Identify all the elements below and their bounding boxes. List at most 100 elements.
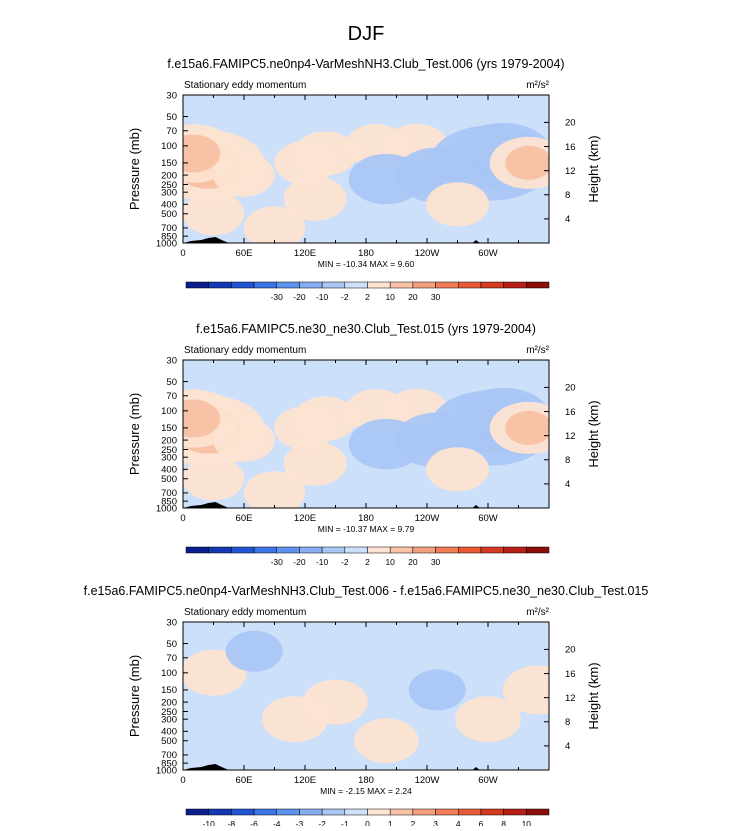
colorbar-label: -20 (293, 292, 306, 302)
y-tick-label: 30 (166, 617, 177, 628)
field-contour (183, 399, 221, 438)
colorbar-swatch (526, 546, 550, 554)
height-tick-label: 16 (565, 407, 576, 418)
field-contour (183, 192, 245, 236)
colorbar-swatch (367, 281, 391, 289)
y-tick-label: 400 (161, 200, 177, 211)
colorbar-swatch (526, 281, 550, 289)
colorbar-swatch (208, 546, 232, 554)
height-tick-label: 12 (565, 431, 576, 442)
field-contour (354, 718, 419, 764)
colorbar-swatch (367, 546, 391, 554)
y-tick-label: 700 (161, 488, 177, 499)
colorbar-swatch (503, 281, 527, 289)
colorbar-label: 4 (456, 819, 461, 826)
colorbar-label: 10 (522, 819, 532, 826)
colorbar-swatch (412, 281, 436, 289)
colorbar-label: -10 (316, 292, 329, 302)
field-contour (502, 665, 549, 715)
y-tick-label: 30 (166, 90, 177, 101)
y-tick-label: 100 (161, 141, 177, 152)
height-tick-label: 20 (565, 118, 576, 129)
x-tick-label: 0 (180, 513, 185, 524)
colorbar-swatch (276, 281, 300, 289)
field-contour (348, 418, 424, 470)
field-contour (455, 696, 521, 743)
colorbar-swatch (253, 808, 277, 816)
colorbar-label: 6 (479, 819, 484, 826)
colorbar-label: 0 (365, 819, 370, 826)
panels: f.e15a6.FAMIPC5.ne0np4-VarMeshNH3.Club_T… (84, 57, 649, 829)
colorbar-swatch (185, 281, 209, 289)
colorbar-swatch (526, 808, 550, 816)
y-tick-label: 100 (161, 668, 177, 679)
colorbar-swatch (185, 808, 209, 816)
y-tick-label: 850 (161, 758, 177, 769)
colorbar-swatch (344, 546, 368, 554)
colorbar-swatch (458, 808, 482, 816)
colorbar-swatch (185, 546, 209, 554)
field-contour (283, 441, 347, 486)
y-tick-label: 400 (161, 727, 177, 738)
y-tick-label: 100 (161, 406, 177, 417)
y-tick-label: 200 (161, 435, 177, 446)
min-max-stats: MIN = -2.15 MAX = 2.24 (320, 786, 412, 796)
y-tick-label: 500 (161, 209, 177, 220)
x-tick-label: 120W (415, 513, 440, 524)
colorbar-swatch (389, 281, 414, 289)
y-tick-label: 200 (161, 170, 177, 181)
colorbar-label: -2 (341, 292, 349, 302)
y-tick-label: 400 (161, 465, 177, 476)
colorbar-swatch (480, 808, 504, 816)
y-tick-label: 50 (166, 377, 177, 388)
units-label: m²/s² (526, 607, 549, 618)
y-tick-label: 1000 (156, 765, 177, 776)
colorbar-swatch (231, 281, 255, 289)
colorbar-swatch (208, 808, 232, 816)
colorbar-label: -30 (271, 557, 284, 567)
field-contour (348, 153, 424, 205)
height-tick-label: 8 (565, 455, 570, 466)
panel-3: f.e15a6.FAMIPC5.ne0np4-VarMeshNH3.Club_T… (84, 584, 649, 829)
topography (183, 237, 229, 243)
colorbar-swatch (412, 546, 436, 554)
x-tick-label: 60W (478, 248, 498, 259)
colorbar-swatch (276, 546, 300, 554)
units-label: m²/s² (526, 345, 549, 356)
x-tick-label: 0 (180, 248, 185, 259)
y-tick-label: 1000 (156, 238, 177, 249)
y-tick-label: 1000 (156, 503, 177, 514)
colorbar-label: -2 (318, 819, 326, 826)
colorbar-swatch (299, 281, 323, 289)
right-axis-label: Height (km) (586, 135, 601, 202)
colorbar-swatch (480, 546, 504, 554)
topography (472, 767, 480, 770)
y-axis-label: Pressure (mb) (127, 128, 142, 210)
panel-2: f.e15a6.FAMIPC5.ne30_ne30.Club_Test.015 … (127, 322, 601, 567)
colorbar-swatch (389, 808, 414, 816)
units-label: m²/s² (526, 80, 549, 91)
topography (183, 764, 229, 770)
colorbar-swatch (253, 281, 277, 289)
height-tick-label: 16 (565, 142, 576, 153)
x-tick-label: 60W (478, 775, 498, 786)
x-tick-label: 180 (358, 248, 374, 259)
y-tick-label: 300 (161, 452, 177, 463)
colorbar-swatch (321, 281, 346, 289)
field-contour (213, 418, 275, 462)
right-axis-label: Height (km) (586, 662, 601, 729)
colorbar-label: 8 (501, 819, 506, 826)
field-contour (183, 134, 221, 173)
field-contour (426, 182, 489, 227)
colorbar-swatch (435, 281, 459, 289)
colorbar-label: 2 (411, 819, 416, 826)
colorbar-label: -20 (293, 557, 306, 567)
y-tick-label: 70 (166, 391, 177, 402)
colorbar: -30 -20 -10 -2 2 10 20 30 (185, 281, 550, 302)
colorbar-swatch (412, 808, 436, 816)
colorbar-swatch (321, 808, 346, 816)
panel-1: f.e15a6.FAMIPC5.ne0np4-VarMeshNH3.Club_T… (127, 57, 601, 302)
colorbar-swatch (208, 281, 232, 289)
y-tick-label: 700 (161, 750, 177, 761)
right-axis-label: Height (km) (586, 400, 601, 467)
